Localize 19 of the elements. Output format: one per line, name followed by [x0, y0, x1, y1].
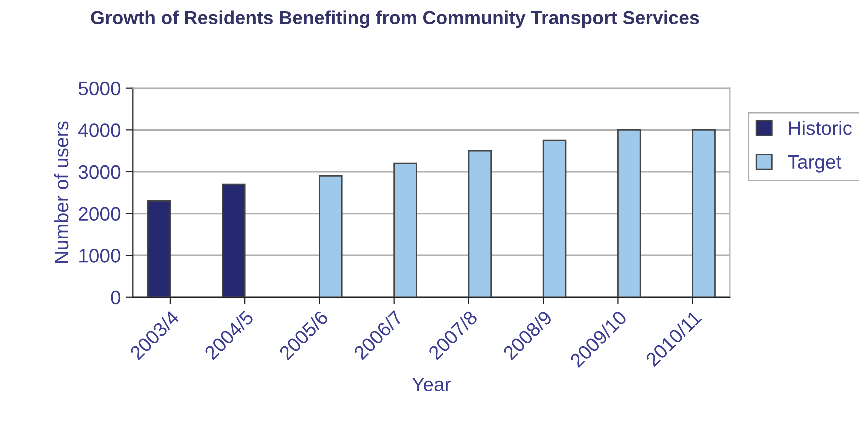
bar	[147, 200, 172, 298]
y-tick-label: 5000	[78, 82, 121, 96]
y-tick-label: 2000	[79, 207, 121, 222]
bar	[394, 162, 418, 298]
y-tick-label: 4000	[78, 124, 121, 138]
chart-title: Growth of Residents Benefiting from Community Transport Services	[91, 10, 700, 28]
bar	[319, 175, 343, 298]
bar	[468, 150, 492, 298]
bar	[222, 184, 246, 298]
bar	[692, 129, 716, 298]
x-axis-title: Year	[412, 378, 451, 392]
y-tick-label: 1000	[80, 249, 121, 263]
bar	[618, 129, 642, 298]
bar	[542, 140, 567, 298]
y-tick-label: 3000	[78, 165, 121, 180]
y-tick-label: 0	[111, 290, 121, 305]
legend-label: Historic	[789, 120, 852, 136]
y-axis-title: Number of users	[54, 122, 69, 264]
legend-label: Target	[788, 155, 842, 173]
